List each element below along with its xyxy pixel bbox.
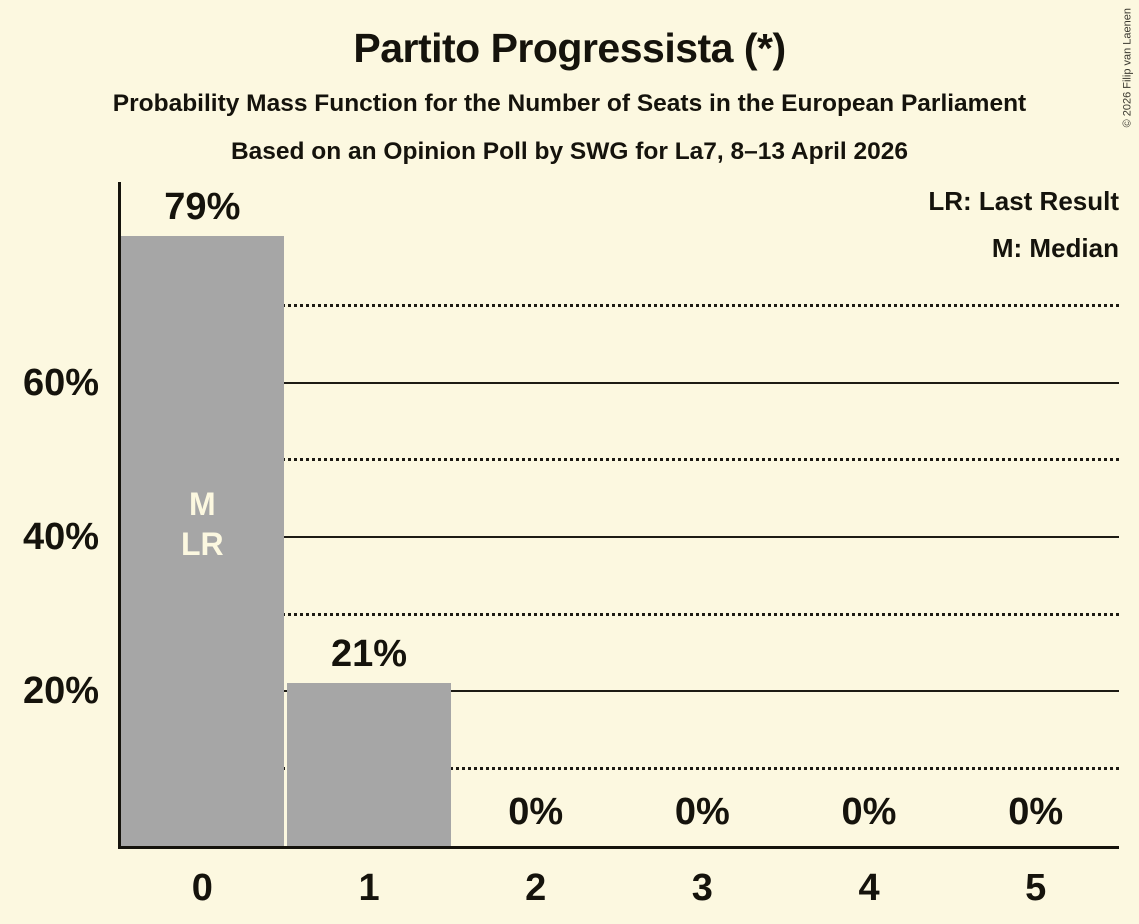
x-tick-label-1: 1	[358, 867, 380, 909]
chart-subtitle: Probability Mass Function for the Number…	[112, 90, 1027, 117]
bar-value-label-1: 21%	[330, 633, 408, 676]
x-tick-label-4: 4	[858, 867, 880, 909]
x-tick-label-5: 5	[1025, 867, 1047, 909]
bar-annotation-0: M LR	[181, 485, 224, 562]
legend-last-result: LR: Last Result	[928, 186, 1119, 216]
gridline-solid-40	[119, 536, 1119, 539]
gridline-dotted-30	[119, 612, 1119, 616]
x-tick-label-2: 2	[525, 867, 547, 909]
chart-title: Partito Progressista (*)	[353, 25, 786, 71]
y-tick-label-20: 20%	[22, 670, 99, 713]
bar-value-label-3: 0%	[674, 790, 730, 833]
bar-seats-0	[120, 236, 285, 846]
x-tick-label-3: 3	[691, 867, 713, 909]
y-tick-label-60: 60%	[22, 361, 99, 404]
chart-legend: LR: Last Result M: Median	[928, 178, 1119, 272]
gridline-solid-60	[119, 381, 1119, 384]
bar-value-label-5: 0%	[1008, 790, 1064, 833]
copyright-notice: © 2026 Filip van Laenen	[1121, 8, 1133, 128]
x-axis-line	[117, 845, 1119, 849]
gridline-dotted-10	[119, 766, 1119, 770]
bar-value-label-4: 0%	[841, 790, 897, 833]
gridline-dotted-50	[119, 458, 1119, 462]
legend-median: M: Median	[991, 233, 1119, 263]
poll-info: Based on an Opinion Poll by SWG for La7,…	[230, 138, 909, 165]
y-tick-label-40: 40%	[22, 515, 99, 558]
gridline-solid-20	[119, 690, 1119, 693]
x-axis-labels: 0 1 2 3 4 5	[119, 866, 1119, 910]
x-tick-label-0: 0	[191, 867, 213, 909]
bar-seats-1	[287, 683, 451, 846]
bar-value-label-2: 0%	[508, 790, 564, 833]
plot-area: 79% M LR 21% 0% 0% 0% 0%	[119, 182, 1119, 846]
gridline-dotted-70	[119, 303, 1119, 307]
y-axis-line	[117, 182, 121, 849]
bar-value-label-0: 79%	[164, 186, 241, 229]
